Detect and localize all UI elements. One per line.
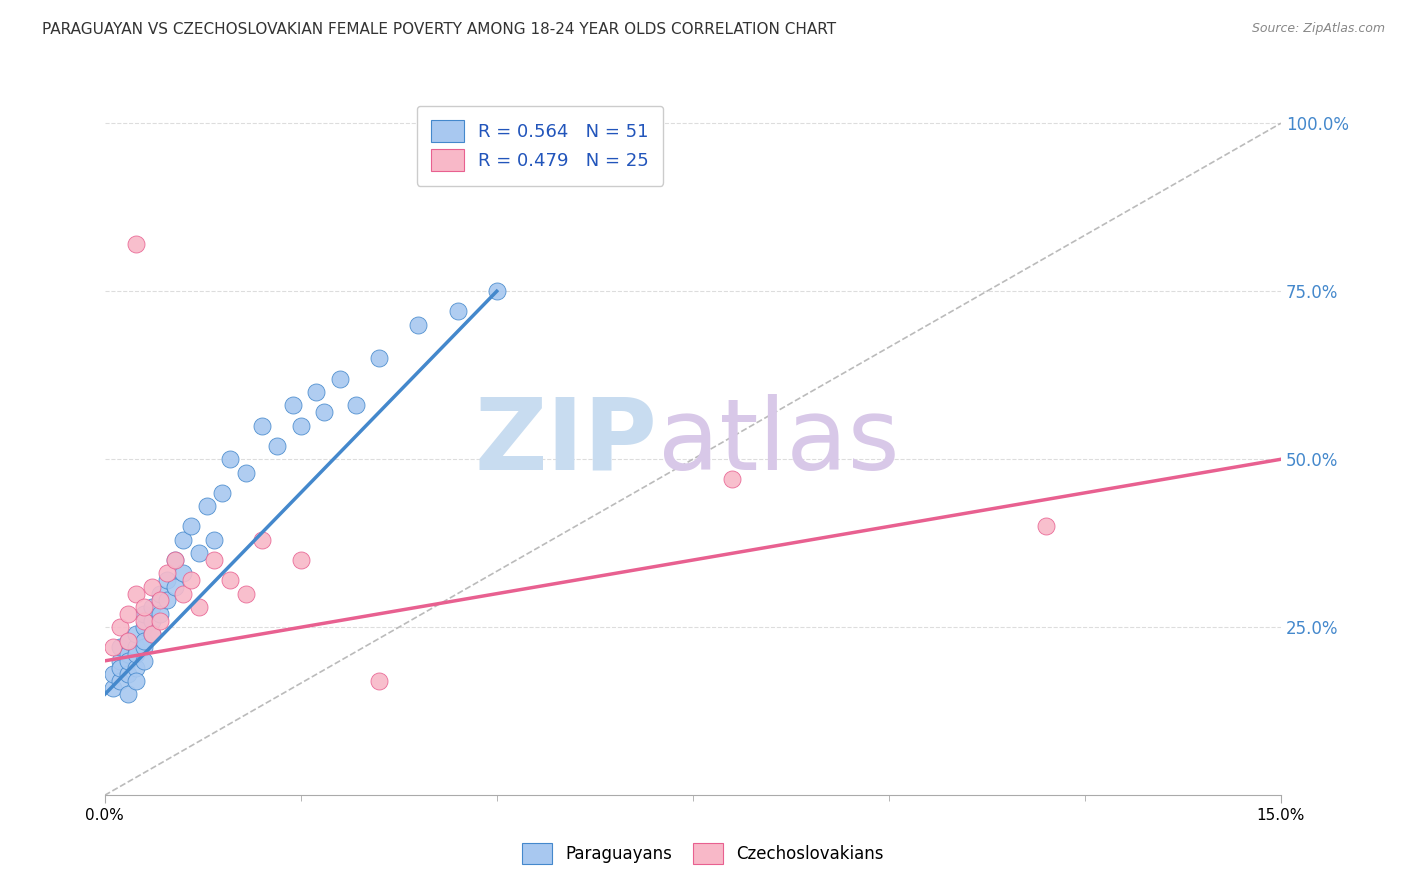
Point	[141, 614, 163, 628]
Point	[485, 284, 508, 298]
Point	[180, 573, 202, 587]
Point	[141, 580, 163, 594]
Text: atlas: atlas	[658, 394, 900, 491]
Point	[132, 607, 155, 621]
Point	[187, 546, 209, 560]
Point	[211, 486, 233, 500]
Point	[101, 681, 124, 695]
Point	[132, 654, 155, 668]
Point	[125, 237, 148, 252]
Point	[180, 519, 202, 533]
Point	[290, 553, 312, 567]
Point	[110, 620, 132, 634]
Text: Source: ZipAtlas.com: Source: ZipAtlas.com	[1251, 22, 1385, 36]
Point	[125, 627, 148, 641]
Point	[250, 533, 273, 547]
Point	[165, 553, 187, 567]
Point	[125, 587, 148, 601]
Point	[132, 600, 155, 615]
Point	[235, 587, 257, 601]
Point	[148, 614, 170, 628]
Point	[368, 673, 391, 688]
Point	[117, 607, 139, 621]
Point	[110, 654, 132, 668]
Point	[408, 318, 430, 332]
Point	[250, 418, 273, 433]
Point	[368, 351, 391, 366]
Point	[125, 673, 148, 688]
Point	[172, 533, 194, 547]
Point	[117, 633, 139, 648]
Text: PARAGUAYAN VS CZECHOSLOVAKIAN FEMALE POVERTY AMONG 18-24 YEAR OLDS CORRELATION C: PARAGUAYAN VS CZECHOSLOVAKIAN FEMALE POV…	[42, 22, 837, 37]
Point	[219, 573, 242, 587]
Text: ZIP: ZIP	[475, 394, 658, 491]
Point	[117, 654, 139, 668]
Point	[235, 466, 257, 480]
Point	[290, 418, 312, 433]
Point	[125, 660, 148, 674]
Point	[125, 647, 148, 661]
Point	[266, 439, 288, 453]
Point	[148, 607, 170, 621]
Point	[110, 673, 132, 688]
Point	[141, 627, 163, 641]
Point	[132, 633, 155, 648]
Legend: R = 0.564   N = 51, R = 0.479   N = 25: R = 0.564 N = 51, R = 0.479 N = 25	[416, 105, 664, 186]
Point	[305, 385, 328, 400]
Point	[117, 647, 139, 661]
Point	[132, 620, 155, 634]
Point	[165, 553, 187, 567]
Point	[1035, 519, 1057, 533]
Point	[117, 633, 139, 648]
Point	[141, 600, 163, 615]
Point	[172, 566, 194, 581]
Point	[204, 533, 226, 547]
Point	[101, 640, 124, 655]
Point	[117, 688, 139, 702]
Point	[117, 667, 139, 681]
Point	[110, 660, 132, 674]
Point	[172, 587, 194, 601]
Point	[195, 500, 218, 514]
Point	[329, 371, 352, 385]
Point	[156, 573, 179, 587]
Point	[344, 399, 367, 413]
Point	[204, 553, 226, 567]
Point	[101, 667, 124, 681]
Point	[141, 627, 163, 641]
Point	[132, 640, 155, 655]
Point	[132, 614, 155, 628]
Point	[110, 640, 132, 655]
Point	[148, 593, 170, 607]
Point	[187, 600, 209, 615]
Legend: Paraguayans, Czechoslovakians: Paraguayans, Czechoslovakians	[516, 837, 890, 871]
Point	[165, 580, 187, 594]
Point	[721, 472, 744, 486]
Point	[148, 587, 170, 601]
Point	[281, 399, 304, 413]
Point	[156, 593, 179, 607]
Point	[446, 304, 468, 318]
Point	[219, 452, 242, 467]
Point	[314, 405, 336, 419]
Point	[125, 640, 148, 655]
Point	[156, 566, 179, 581]
